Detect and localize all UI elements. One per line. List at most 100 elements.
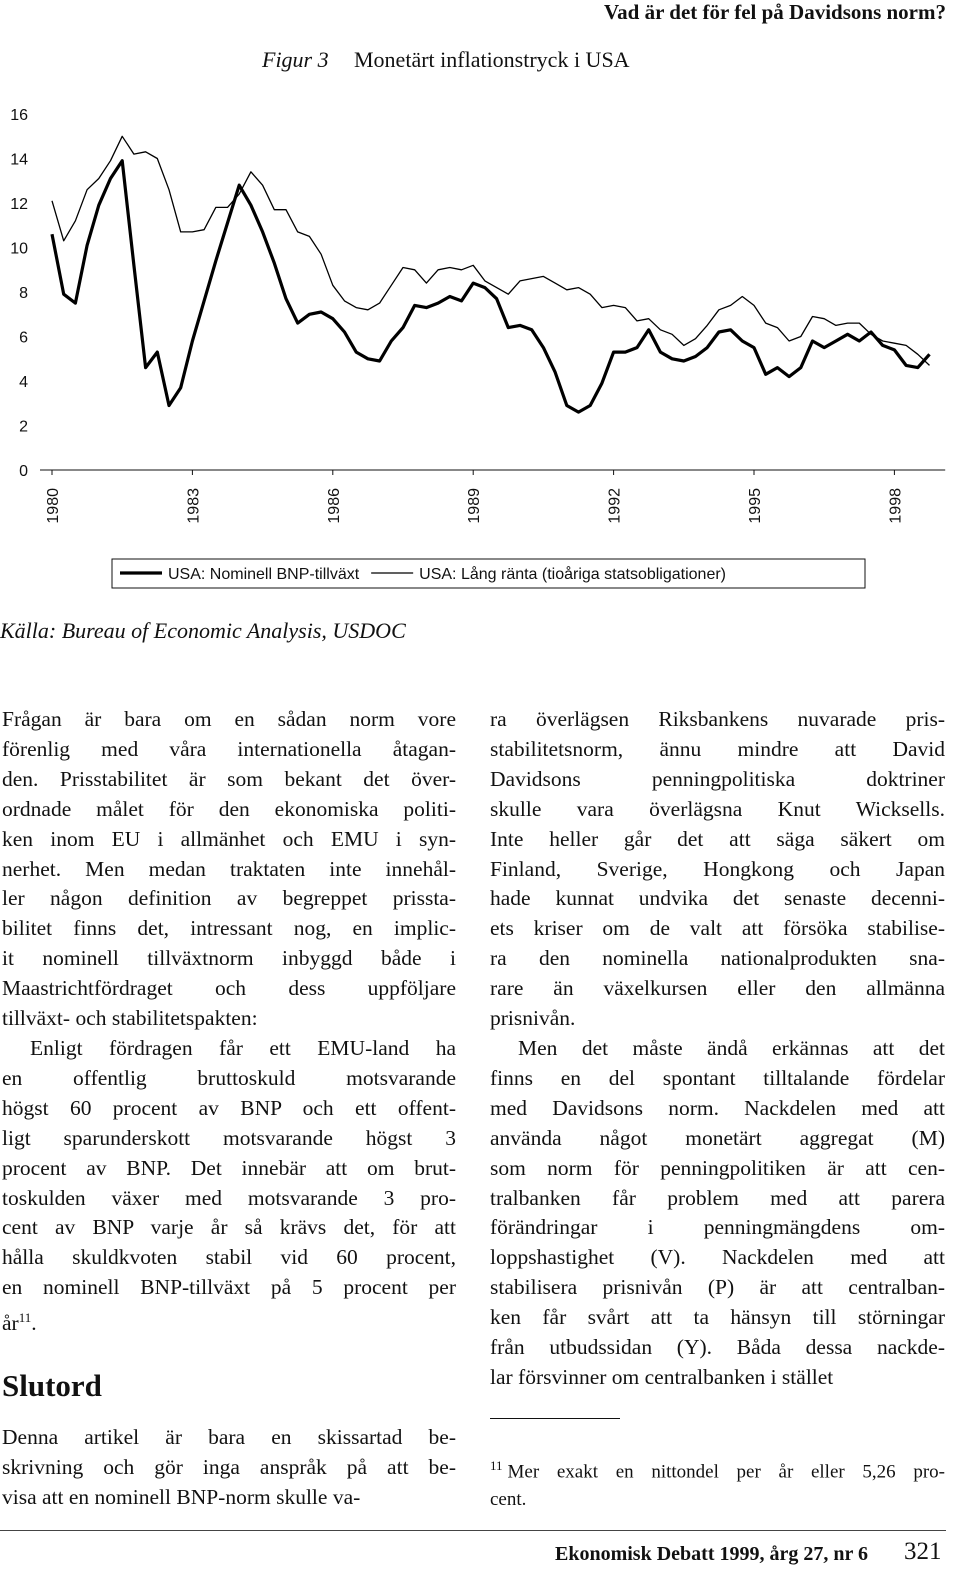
- text-line: med Davidsons norm. Nackdelen med att: [490, 1094, 945, 1124]
- x-tick-label: 1995: [747, 488, 764, 524]
- text: cent av BNP varje år så krävs det, för a…: [2, 1215, 456, 1240]
- text-line: ken får svårt att ta hänsyn till störnin…: [490, 1303, 945, 1333]
- y-tick-label: 12: [10, 196, 28, 213]
- footnote-rule: [490, 1418, 620, 1419]
- footnote-number: 11: [490, 1458, 503, 1473]
- text-line: Davidsons penningpolitiska doktriner: [490, 765, 945, 795]
- text-line: Maastrichtfördraget och dess uppföljare: [2, 974, 456, 1004]
- running-title: Vad är det för fel på Davidsons norm?: [603, 0, 946, 24]
- text: från utbudssidan (Y). Båda dessa nackde-: [490, 1335, 945, 1360]
- y-tick-label: 4: [19, 374, 28, 391]
- x-tick-label: 1980: [45, 488, 62, 524]
- text-line: finns en del spontant tilltalande fördel…: [490, 1064, 945, 1094]
- footnote: 11 Mer exakt en nittondel per år eller 5,…: [490, 1452, 945, 1514]
- text: ordnade målet för den ekonomiska politi-: [2, 796, 456, 821]
- text-line: tillväxt- och stabilitetspakten:: [2, 1004, 456, 1034]
- text: tillväxt- och stabilitetspakten:: [2, 1006, 258, 1031]
- text: procent av BNP. Det innebär att om brut-: [2, 1155, 456, 1180]
- data-line: [50, 159, 931, 414]
- text-line: cent av BNP varje år så krävs det, för a…: [2, 1213, 456, 1243]
- text-line: rare än växelkursen eller den allmänna: [490, 974, 945, 1004]
- x-tick-label: 1986: [326, 488, 343, 524]
- figure-source: Källa: Bureau of Economic Analysis, USDO…: [0, 618, 406, 643]
- text-line: ligt sparunderskott motsvarande högst 3: [2, 1124, 456, 1154]
- text: Frågan är bara om en sådan norm vore: [2, 707, 456, 731]
- text: ken får svårt att ta hänsyn till störnin…: [490, 1305, 945, 1330]
- text: Denna artikel är bara en skissartad be-: [2, 1425, 456, 1449]
- text: .: [31, 1311, 37, 1336]
- text: ra den nominella nationalprodukten sna-: [490, 946, 945, 971]
- text: ets kriser om de valt att försöka stabil…: [490, 916, 945, 941]
- text-line: tralbanken får problem med att parera: [490, 1184, 945, 1214]
- text: prisnivån.: [490, 1006, 576, 1031]
- text-line: ken inom EU i allmänhet och EMU i syn-: [2, 825, 456, 855]
- footnote-line: 11 Mer exakt en nittondel per år eller 5,…: [490, 1452, 945, 1486]
- y-tick-label: 2: [19, 419, 28, 436]
- text-line: Inte heller går det att säga säkert om: [490, 825, 945, 855]
- text: Men det måste ändå erkännas att det: [518, 1035, 945, 1060]
- text-line: ra den nominella nationalprodukten sna-: [490, 944, 945, 974]
- y-tick-label: 14: [10, 152, 28, 169]
- section-heading: Slutord: [2, 1368, 102, 1403]
- text: Maastrichtfördraget och dess uppföljare: [2, 976, 456, 1001]
- text-line: förändringar i penningmängdens om-: [490, 1213, 945, 1243]
- text-line: bilitet finns det, intressant nog, en im…: [2, 914, 456, 944]
- text: den. Prisstabilitet är som bekant det öv…: [2, 766, 456, 791]
- text-line: den. Prisstabilitet är som bekant det öv…: [2, 765, 456, 795]
- text-line: en offentlig bruttoskuld motsvarande: [2, 1064, 456, 1094]
- y-tick-label: 10: [10, 241, 28, 258]
- legend-box: [111, 558, 866, 589]
- text-line: stabilisera prisnivån (P) är att central…: [490, 1273, 945, 1303]
- page-number: 321: [904, 1538, 942, 1565]
- text-line: ets kriser om de valt att försöka stabil…: [490, 914, 945, 944]
- footnote-ref: 11: [18, 1310, 32, 1326]
- text: högst 60 procent av BNP och ett offent-: [2, 1095, 456, 1120]
- text: ler någon definition av begreppet prisst…: [2, 886, 456, 911]
- text-line: ra överlägsen Riksbankens nuvarade pris-: [490, 705, 945, 735]
- text-line: förenlig med våra internationella åtagan…: [2, 735, 456, 765]
- text-line: loppshastighet (V). Nackdelen med att: [490, 1243, 945, 1273]
- text-line: skrivning och gör inga anspråk på att be…: [2, 1453, 456, 1483]
- text-line: hålla skuldkvoten stabil vid 60 procent,: [2, 1243, 456, 1273]
- text-line: it nominell tillväxtnorm inbyggd både i: [2, 944, 456, 974]
- text: stabilisera prisnivån (P) är att central…: [490, 1275, 945, 1300]
- footnote-line: cent.: [490, 1486, 945, 1514]
- text: Finland, Sverige, Hongkong och Japan: [490, 856, 945, 881]
- text: loppshastighet (V). Nackdelen med att: [490, 1245, 945, 1270]
- text: nerhet. Men medan traktaten inte innehål…: [2, 856, 456, 881]
- legend-label: USA: Lång ränta (tioåriga statsobligatio…: [419, 565, 726, 583]
- left-column: Frågan är bara om en sådan norm vore före…: [2, 705, 456, 1339]
- text: lar försvinner om centralbanken i ställe…: [490, 1364, 834, 1389]
- text-line: prisnivån.: [490, 1004, 945, 1034]
- text-line: toskulden växer med motsvarande 3 pro-: [2, 1184, 456, 1214]
- text: it nominell tillväxtnorm inbyggd både i: [2, 946, 456, 971]
- text-line: nerhet. Men medan traktaten inte innehål…: [2, 855, 456, 885]
- text: ligt sparunderskott motsvarande högst 3: [2, 1125, 456, 1150]
- text: Mer exakt en nittondel per år eller 5,26…: [507, 1461, 945, 1483]
- text-line: lar försvinner om centralbanken i ställe…: [490, 1363, 945, 1393]
- text: hålla skuldkvoten stabil vid 60 procent,: [2, 1245, 456, 1270]
- text: som norm för penningpolitiken är att cen…: [490, 1155, 945, 1180]
- legend: USA: Nominell BNP-tillväxt USA: Lång ränt…: [111, 558, 866, 589]
- text-line: använda något monetärt aggregat (M): [490, 1124, 945, 1154]
- text: rare än växelkursen eller den allmänna: [490, 976, 945, 1001]
- footer-rule: [0, 1530, 946, 1531]
- text-line: visa att en nominell BNP-norm skulle va-: [2, 1483, 456, 1513]
- text-line: Finland, Sverige, Hongkong och Japan: [490, 855, 945, 885]
- figure-label: Figur 3: [262, 47, 329, 72]
- x-tick-label: 1998: [887, 488, 904, 524]
- y-tick-label: 8: [19, 285, 28, 302]
- text: skulle vara överlägsna Knut Wicksells.: [490, 796, 945, 821]
- text: Davidsons penningpolitiska doktriner: [490, 766, 945, 791]
- text: hade kunnat undvika det senaste decenni-: [490, 886, 945, 911]
- text: cent.: [490, 1489, 527, 1511]
- left-column-continued: Denna artikel är bara en skissartad be-s…: [2, 1423, 456, 1513]
- y-tick-label: 16: [10, 107, 28, 124]
- text-line: ler någon definition av begreppet prisst…: [2, 884, 456, 914]
- text: Enligt fördragen får ett EMU-land ha: [30, 1035, 456, 1060]
- text-line: Enligt fördragen får ett EMU-land ha: [2, 1034, 456, 1064]
- text: förenlig med våra internationella åtagan…: [2, 736, 456, 761]
- text: ken inom EU i allmänhet och EMU i syn-: [2, 826, 456, 851]
- legend-label: USA: Nominell BNP-tillväxt: [168, 566, 360, 583]
- text-line: från utbudssidan (Y). Båda dessa nackde-: [490, 1333, 945, 1363]
